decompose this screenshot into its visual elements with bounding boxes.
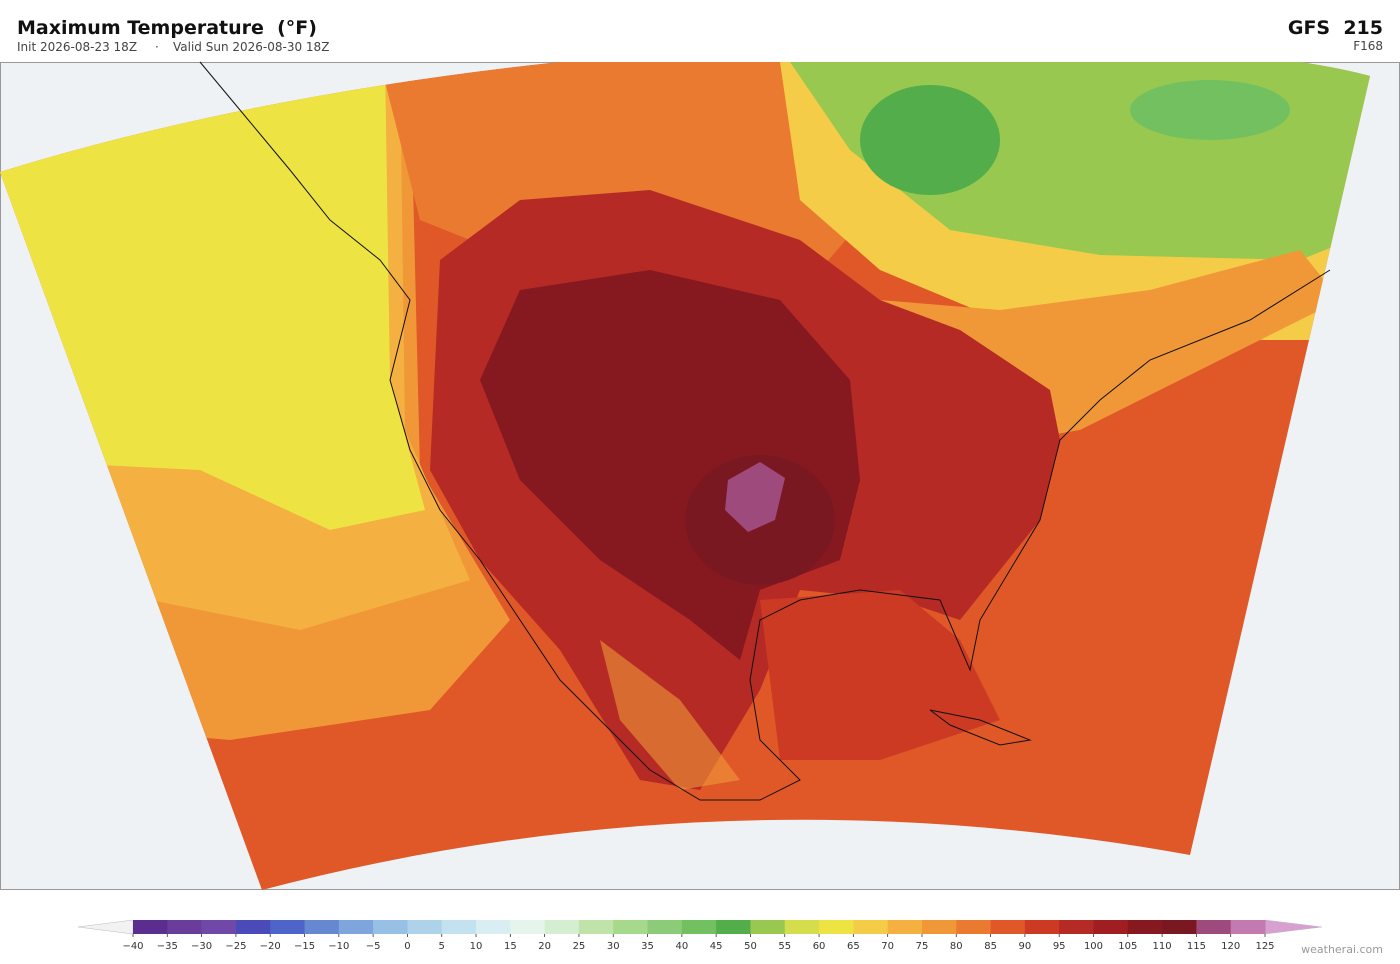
colorbar-tick-label: −10 [328, 941, 349, 952]
colorbar-bin [750, 920, 786, 934]
colorbar-bin [853, 920, 889, 934]
init-time: Init 2026-08-23 18Z [17, 40, 137, 54]
colorbar-bin [887, 920, 923, 934]
colorbar-tick-label: 55 [778, 941, 791, 952]
forecast-hour: F168 [1353, 39, 1383, 53]
colorbar-bin [613, 920, 649, 934]
colorbar-bin [681, 920, 717, 934]
colorbar-tick-label: 75 [916, 941, 929, 952]
colorbar-bin [133, 920, 168, 934]
colorbar-bin [476, 920, 511, 934]
colorbar-bin [1196, 920, 1232, 934]
colorbar-bin [819, 920, 854, 934]
colorbar-bin [990, 920, 1026, 934]
colorbar-bin [1127, 920, 1163, 934]
colorbar: −40 −35 −30 −25 −20 −15 −10 −5 0 5 10 15 20 25 30 35 40 4… [77, 919, 1323, 952]
colorbar-over [1264, 919, 1323, 935]
colorbar-bin [441, 920, 477, 934]
model: GFS 215 [1288, 17, 1383, 39]
colorbar-tick-label: −40 [122, 941, 143, 952]
colorbar-tick-label: 20 [538, 941, 551, 952]
title: Maximum Temperature (°F) [17, 17, 317, 39]
colorbar-bin [201, 920, 237, 934]
colorbar-tick-label: 125 [1255, 941, 1274, 952]
colorbar-bin [578, 920, 614, 934]
colorbar-bin [407, 920, 443, 934]
colorbar-tick-label: 45 [710, 941, 723, 952]
colorbar-tick-label: −15 [294, 941, 315, 952]
colorbar-bin [1059, 920, 1094, 934]
colorbar-tick-label: −30 [191, 941, 212, 952]
colorbar-tick-label: −5 [366, 941, 381, 952]
colorbar-tick-label: 10 [470, 941, 483, 952]
colorbar-tick-label: 90 [1019, 941, 1032, 952]
colorbar-bin [373, 920, 408, 934]
colorbar-bin [544, 920, 580, 934]
colorbar-bin [716, 920, 751, 934]
colorbar-bin [1024, 920, 1060, 934]
colorbar-tick-label: −25 [225, 941, 246, 952]
colorbar-tick-label: 80 [950, 941, 963, 952]
colorbar-under [77, 919, 134, 935]
colorbar-tick-label: 115 [1187, 941, 1206, 952]
colorbar-bin [510, 920, 546, 934]
valid-time: Valid Sun 2026-08-30 18Z [173, 40, 329, 54]
colorbar-bin [1230, 920, 1266, 934]
credit: weatherai.com [1301, 943, 1383, 956]
colorbar-tick-label: 50 [744, 941, 757, 952]
colorbar-tick-label: 25 [573, 941, 586, 952]
colorbar-bin [647, 920, 683, 934]
colorbar-tick-label: 85 [984, 941, 997, 952]
colorbar-tick-label: 0 [404, 941, 410, 952]
colorbar-bin [167, 920, 203, 934]
colorbar-tick-label: 35 [641, 941, 654, 952]
colorbar-bin [784, 920, 820, 934]
colorbar-tick-label: 60 [813, 941, 826, 952]
colorbar-tick-label: 65 [847, 941, 860, 952]
colorbar-tick-label: 40 [675, 941, 688, 952]
colorbar-tick-label: 5 [439, 941, 445, 952]
colorbar-tick-label: 105 [1118, 941, 1137, 952]
colorbar-tick-label: 30 [607, 941, 620, 952]
colorbar-tick-label: 120 [1221, 941, 1240, 952]
colorbar-bin [956, 920, 992, 934]
map [0, 61, 1400, 890]
colorbar-bin [270, 920, 306, 934]
colorbar-tick-label: 110 [1153, 941, 1172, 952]
colorbar-bin [1162, 920, 1197, 934]
colorbar-tick-label: 15 [504, 941, 517, 952]
colorbar-tick-label: 95 [1053, 941, 1066, 952]
colorbar-tick-label: 70 [881, 941, 894, 952]
colorbar-bin [235, 920, 271, 934]
colorbar-tick-label: −35 [157, 941, 178, 952]
colorbar-bin [1093, 920, 1129, 934]
colorbar-bin [921, 920, 957, 934]
colorbar-tick-label: −20 [260, 941, 281, 952]
separator: · [155, 40, 159, 54]
colorbar-tick-label: 100 [1084, 941, 1103, 952]
colorbar-bin [338, 920, 374, 934]
colorbar-bin [304, 920, 340, 934]
